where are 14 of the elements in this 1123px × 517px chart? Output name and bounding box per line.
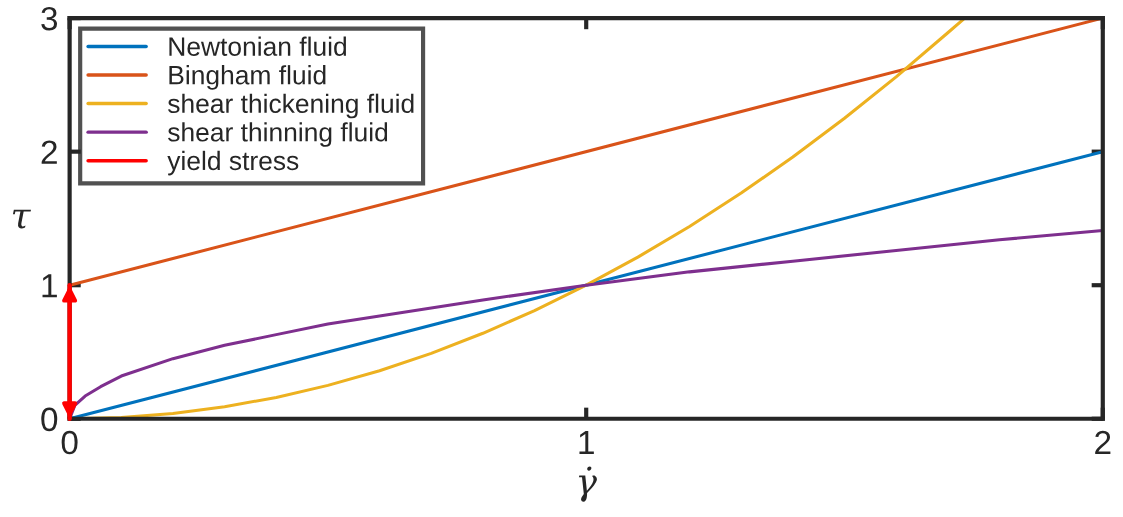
y-tick-label: 0 — [41, 407, 58, 432]
legend-label: Newtonian fluid — [169, 36, 346, 56]
y-tick-label: 3 — [41, 6, 58, 31]
legend-label: Bingham fluid — [169, 65, 326, 90]
legend-label: yield stress — [167, 150, 299, 176]
legend-label: shear thinning fluid — [168, 122, 388, 147]
x-tick-label: 0 — [61, 430, 78, 455]
y-axis-title: τ — [12, 209, 31, 229]
x-axis-title: γ̇ — [578, 466, 597, 502]
x-tick-label: 1 — [579, 431, 594, 455]
legend-label: shear thickening fluid — [168, 93, 414, 119]
y-tick-label: 1 — [42, 274, 57, 298]
x-tick-label: 2 — [1095, 430, 1111, 455]
y-tick-label: 2 — [41, 140, 57, 164]
